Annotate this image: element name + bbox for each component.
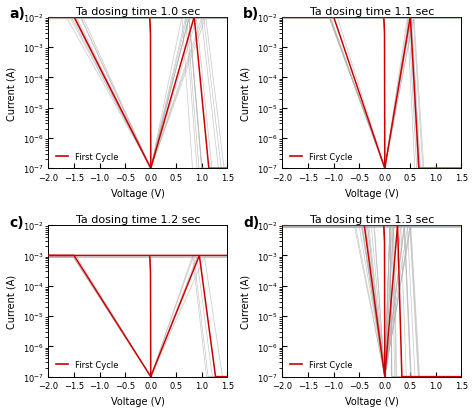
X-axis label: Voltage (V): Voltage (V) bbox=[345, 396, 399, 406]
Text: a): a) bbox=[9, 7, 25, 21]
X-axis label: Voltage (V): Voltage (V) bbox=[111, 396, 165, 406]
Title: Ta dosing time 1.1 sec: Ta dosing time 1.1 sec bbox=[310, 7, 434, 17]
Y-axis label: Current (A): Current (A) bbox=[241, 274, 251, 328]
Y-axis label: Current (A): Current (A) bbox=[7, 66, 17, 120]
Title: Ta dosing time 1.0 sec: Ta dosing time 1.0 sec bbox=[76, 7, 200, 17]
Text: b): b) bbox=[243, 7, 259, 21]
Title: Ta dosing time 1.2 sec: Ta dosing time 1.2 sec bbox=[76, 215, 200, 225]
Legend: First Cycle: First Cycle bbox=[53, 149, 122, 165]
Y-axis label: Current (A): Current (A) bbox=[7, 274, 17, 328]
Legend: First Cycle: First Cycle bbox=[53, 357, 122, 373]
Title: Ta dosing time 1.3 sec: Ta dosing time 1.3 sec bbox=[310, 215, 434, 225]
Legend: First Cycle: First Cycle bbox=[286, 149, 356, 165]
X-axis label: Voltage (V): Voltage (V) bbox=[111, 188, 165, 198]
X-axis label: Voltage (V): Voltage (V) bbox=[345, 188, 399, 198]
Legend: First Cycle: First Cycle bbox=[286, 357, 356, 373]
Text: c): c) bbox=[9, 215, 24, 229]
Y-axis label: Current (A): Current (A) bbox=[241, 66, 251, 120]
Text: d): d) bbox=[243, 215, 259, 229]
